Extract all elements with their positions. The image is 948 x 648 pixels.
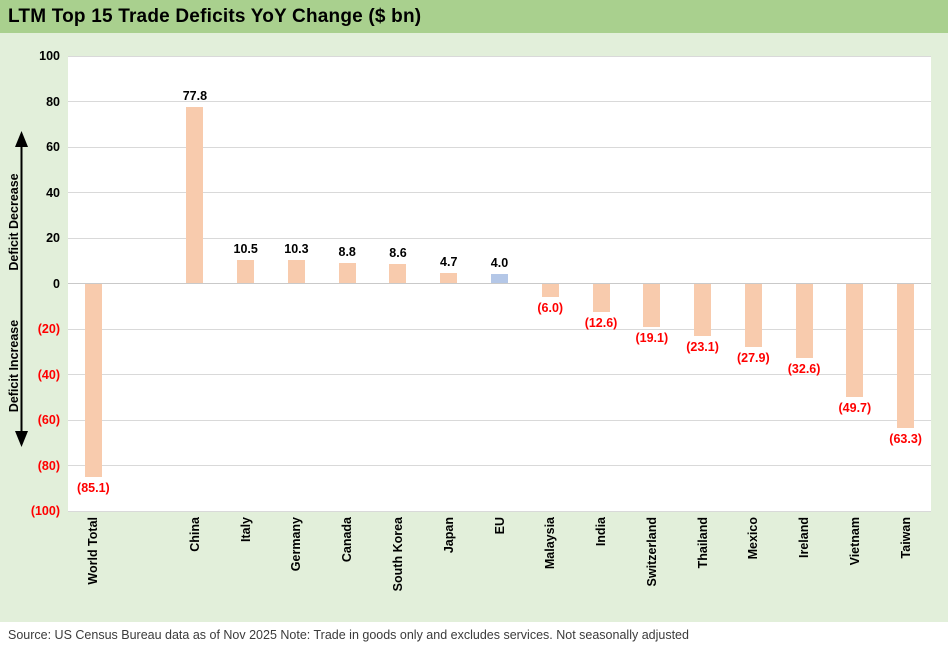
bar-mexico [744,283,762,347]
y-axis-tick-label: 80 [46,94,60,109]
bar-malaysia [541,283,559,298]
bar-ireland [795,283,813,358]
y-axis-tick-label: 100 [39,49,60,63]
bar-value-label: 10.5 [233,241,258,256]
bar-canada [338,263,356,284]
bar-value-label: (19.1) [635,330,669,345]
bar-india [592,283,610,313]
source-note: Source: US Census Bureau data as of Nov … [8,628,689,642]
y-axis-tick-label: 0 [53,276,60,291]
footer-bar: Source: US Census Bureau data as of Nov … [0,622,948,648]
gridline [68,419,931,421]
bar-value-label: (6.0) [537,301,564,316]
zero-line [68,283,931,284]
bar-taiwan [897,283,915,428]
bar-eu [491,274,508,284]
bar-value-label: 4.7 [440,254,458,269]
y-axis-tick-label: (40) [37,367,60,382]
y-axis-tick-label: (20) [37,322,60,336]
y-axis-tick-label: (100) [30,504,60,518]
gridline [68,465,931,466]
x-axis-label: Japan [441,517,456,554]
y-axis-tick-label: 20 [46,231,60,245]
bar-value-label: 77.8 [182,88,208,103]
bar-italy [237,259,255,284]
x-axis-label: Vietnam [847,517,862,566]
x-axis-label: Germany [289,517,304,572]
bar-value-label: 4.0 [490,256,509,271]
gridline [68,192,931,193]
x-axis-label: Taiwan [898,517,913,559]
x-axis-label: India [594,517,609,547]
bar-switzerland [643,283,661,327]
bar-germany [287,260,305,284]
bar-china [186,106,204,284]
gridline [68,328,931,330]
gridline [68,146,931,148]
y-axis-tick-label: 40 [46,185,60,200]
chart-title: LTM Top 15 Trade Deficits YoY Change ($ … [8,5,422,27]
x-axis-label: Italy [238,517,253,543]
bar-value-label: (23.1) [686,340,719,355]
x-axis-label: South Korea [390,517,405,592]
x-axis-label: EU [492,517,507,535]
x-axis-label: Malaysia [543,517,558,570]
bar-world-total [84,283,102,478]
gridline [68,374,931,375]
y-axis-tick-label: (60) [37,413,60,427]
bar-value-label: (27.9) [736,350,770,365]
bar-value-label: (12.6) [584,316,618,331]
bar-value-label: 8.6 [389,245,407,260]
x-axis-label: Ireland [797,517,812,558]
bar-thailand [694,283,712,337]
x-axis-label: China [187,517,202,552]
x-axis-label: Thailand [695,517,710,569]
bar-japan [440,272,458,284]
x-axis-label: Canada [340,517,355,563]
bar-vietnam [846,283,864,397]
gridline [68,55,931,57]
bar-value-label: 10.3 [284,242,309,257]
gridline [68,237,931,239]
x-axis-label: Mexico [746,517,761,560]
bar-value-label: (63.3) [889,431,922,446]
y-axis-tick-label: (80) [37,458,60,473]
bar-south-korea [389,263,407,284]
gridline [68,510,931,512]
x-axis-label: World Total [86,517,101,585]
gridline [68,101,931,102]
bar-value-label: (49.7) [838,400,872,415]
bar-value-label: (85.1) [77,481,110,496]
bar-value-label: (32.6) [787,361,821,376]
bar-value-label: 8.8 [338,245,356,260]
x-axis-label: Switzerland [644,517,659,587]
title-bar: LTM Top 15 Trade Deficits YoY Change ($ … [0,0,948,33]
y-axis-tick-label: 60 [46,140,60,154]
